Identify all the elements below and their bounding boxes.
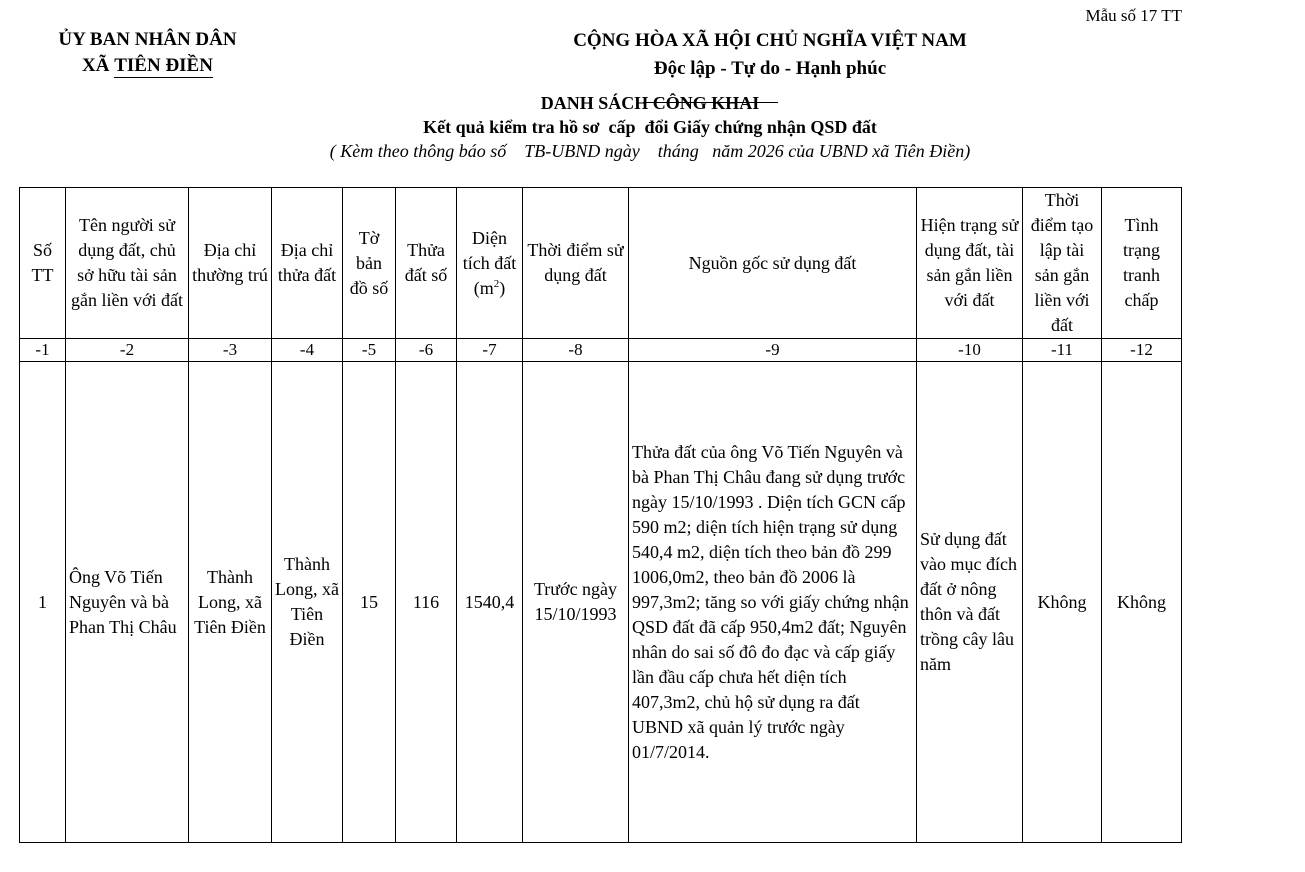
nation-name: CỘNG HÒA XÃ HỘI CHỦ NGHĨA VIỆT NAM [573,30,967,51]
header-owner: Tên người sử dụng đất, chủ sở hữu tài sả… [65,187,189,339]
motto-underline [643,102,778,103]
header-dispute: Tình trạng tranh chấp [1101,187,1182,339]
cell-parcel-number: 116 [395,361,457,843]
cell-parcel-address: Thành Long, xã Tiên Điền [271,361,343,843]
header-area: Diện tích đất (m2) [456,187,523,339]
column-number: -9 [628,338,917,362]
organization-line1: ỦY BAN NHÂN DÂN [58,29,237,50]
column-number: -2 [65,338,189,362]
document-title: DANH SÁCH CÔNG KHAI [540,93,760,113]
column-number: -7 [456,338,523,362]
cell-owner: Ông Võ Tiến Nguyên và bà Phan Thị Châu [65,361,189,843]
public-list-table: Số TT Tên người sử dụng đất, chủ sở hữu … [19,187,1182,843]
organization-header: ỦY BAN NHÂN DÂN XÃ TIÊN ĐIỀN [40,27,255,79]
cell-asset-time: Không [1022,361,1102,843]
header-area-label: Diện tích đất (m [462,227,517,298]
header-origin: Nguồn gốc sử dụng đất [628,187,917,339]
header-use-time: Thời điểm sử dụng đất [522,187,629,339]
cell-dispute: Không [1101,361,1182,843]
cell-residence: Thành Long, xã Tiên Điền [188,361,272,843]
form-number: Mẫu số 17 TT [1085,6,1183,25]
header-asset-time: Thời điểm tạo lập tài sản gắn liền với đ… [1022,187,1102,339]
header-residence: Địa chỉ thường trú [188,187,272,339]
document-reference: ( Kèm theo thông báo số TB-UBND ngày thá… [329,141,971,161]
header-stt: Số TT [19,187,66,339]
organization-name: TIÊN ĐIỀN [114,55,213,78]
header-map-sheet: Tờ bản đồ số [342,187,396,339]
cell-area: 1540,4 [456,361,523,843]
column-number: -1 [19,338,66,362]
cell-stt: 1 [19,361,66,843]
document-subtitle: Kết quả kiểm tra hồ sơ cấp đổi Giấy chứn… [423,117,877,137]
cell-map-sheet: 15 [342,361,396,843]
column-number: -10 [916,338,1023,362]
column-number: -6 [395,338,457,362]
cell-current-status: Sử dụng đất vào mục đích đất ở nông thôn… [916,361,1023,843]
column-number: -8 [522,338,629,362]
column-number: -3 [188,338,272,362]
document-title-block: DANH SÁCH CÔNG KHAI Kết quả kiểm tra hồ … [300,91,1000,163]
cell-use-time: Trước ngày 15/10/1993 [522,361,629,843]
column-number: -5 [342,338,396,362]
column-number-row: -1 -2 -3 -4 -5 -6 -7 -8 -9 -10 -11 -12 [19,338,1182,362]
organization-line2: XÃ TIÊN ĐIỀN [40,53,255,79]
nation-motto: Độc lập - Tự do - Hạnh phúc [653,58,887,79]
table-header-row: Số TT Tên người sử dụng đất, chủ sở hữu … [19,187,1182,339]
header-area-close: ) [499,277,506,298]
header-parcel-number: Thửa đất số [395,187,457,339]
table-row: 1 Ông Võ Tiến Nguyên và bà Phan Thị Châu… [19,361,1182,843]
header-current-status: Hiện trạng sử dụng đất, tài sản gắn liền… [916,187,1023,339]
column-number: -12 [1101,338,1182,362]
header-parcel-address: Địa chỉ thửa đất [271,187,343,339]
nation-header: CỘNG HÒA XÃ HỘI CHỦ NGHĨA VIỆT NAM Độc l… [540,27,1000,103]
header-area-sup: 2 [493,277,500,290]
organization-prefix: XÃ [82,55,115,76]
column-number: -4 [271,338,343,362]
column-number: -11 [1022,338,1102,362]
cell-origin: Thửa đất của ông Võ Tiến Nguyên và bà Ph… [628,361,917,843]
